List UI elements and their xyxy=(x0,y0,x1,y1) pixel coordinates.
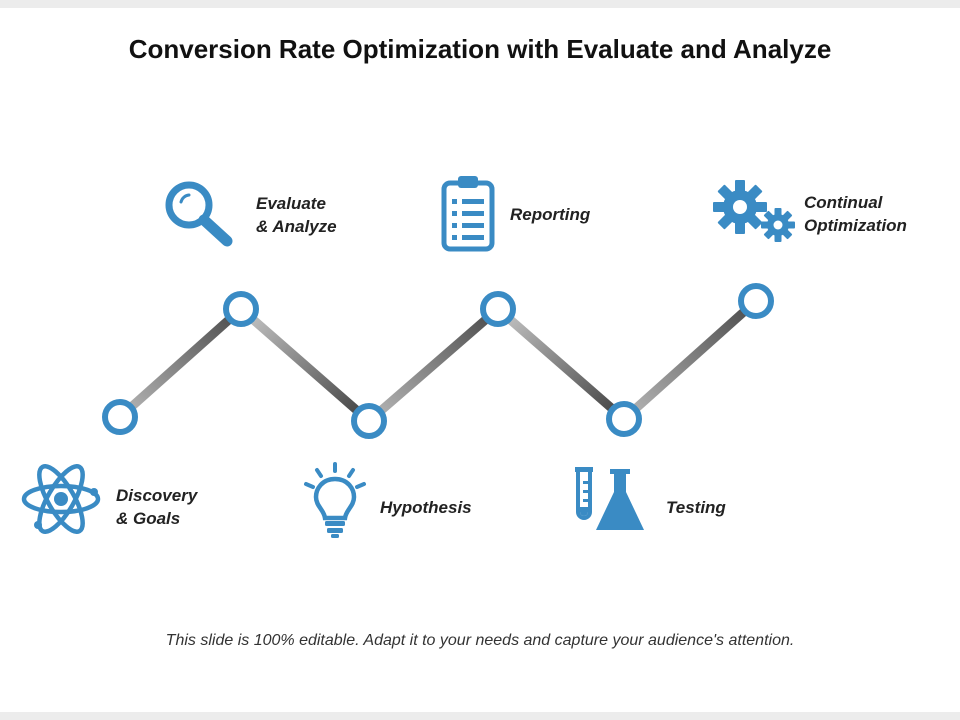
node-discovery xyxy=(102,399,138,435)
connector-5 xyxy=(621,297,759,423)
node-hypothesis xyxy=(351,403,387,439)
lab-flask-icon xyxy=(575,467,644,530)
lightbulb-icon xyxy=(304,462,366,538)
atom-icon xyxy=(21,464,101,534)
label-evaluate-analyze: Evaluate & Analyze xyxy=(256,194,337,236)
node-testing xyxy=(606,401,642,437)
node-optimization xyxy=(738,283,774,319)
connector-3 xyxy=(366,305,501,425)
clipboard-icon xyxy=(441,176,495,252)
label-testing: Testing xyxy=(666,498,726,517)
label-reporting: Reporting xyxy=(510,205,591,224)
page-title: Conversion Rate Optimization with Evalua… xyxy=(128,34,832,64)
node-reporting xyxy=(480,291,516,327)
slide xyxy=(0,8,960,712)
connector-4 xyxy=(495,305,627,423)
label-discovery-goals: Discovery & Goals xyxy=(116,486,198,528)
label-continual-optimization: Continual Optimization xyxy=(804,193,907,235)
gears-icon xyxy=(713,180,795,242)
node-evaluate xyxy=(223,291,259,327)
connector-2 xyxy=(238,305,372,425)
label-hypothesis: Hypothesis xyxy=(380,498,472,517)
connector-1 xyxy=(117,305,244,421)
footer-caption: This slide is 100% editable. Adapt it to… xyxy=(165,632,795,649)
magnifier-icon xyxy=(165,181,233,247)
